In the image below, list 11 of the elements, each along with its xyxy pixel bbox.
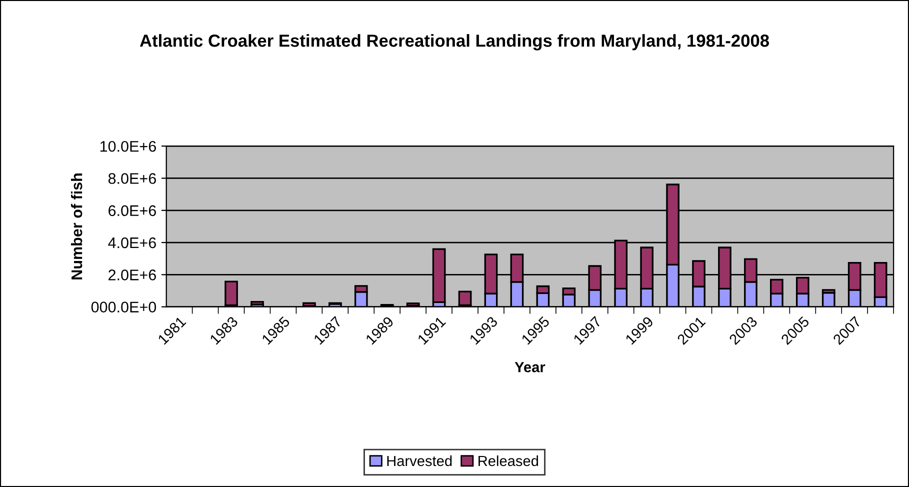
legend-label: Harvested [387, 455, 452, 466]
y-tick-label: 000.0E+0 [91, 302, 156, 312]
legend-label: Released [478, 455, 538, 466]
y-tick-label: 10.0E+6 [100, 140, 156, 152]
chart-title: Atlantic Croaker Estimated Recreational Landings from Maryland, 1981-2008 [140, 34, 770, 50]
y-tick-label: 8.0E+6 [108, 173, 156, 184]
y-axis-title: Number of fish [70, 174, 82, 280]
y-tick-label: 4.0E+6 [108, 237, 156, 248]
x-axis-title: Year [514, 362, 546, 372]
y-tick-label: 2.0E+6 [108, 270, 156, 280]
y-tick-label: 6.0E+6 [108, 205, 156, 216]
